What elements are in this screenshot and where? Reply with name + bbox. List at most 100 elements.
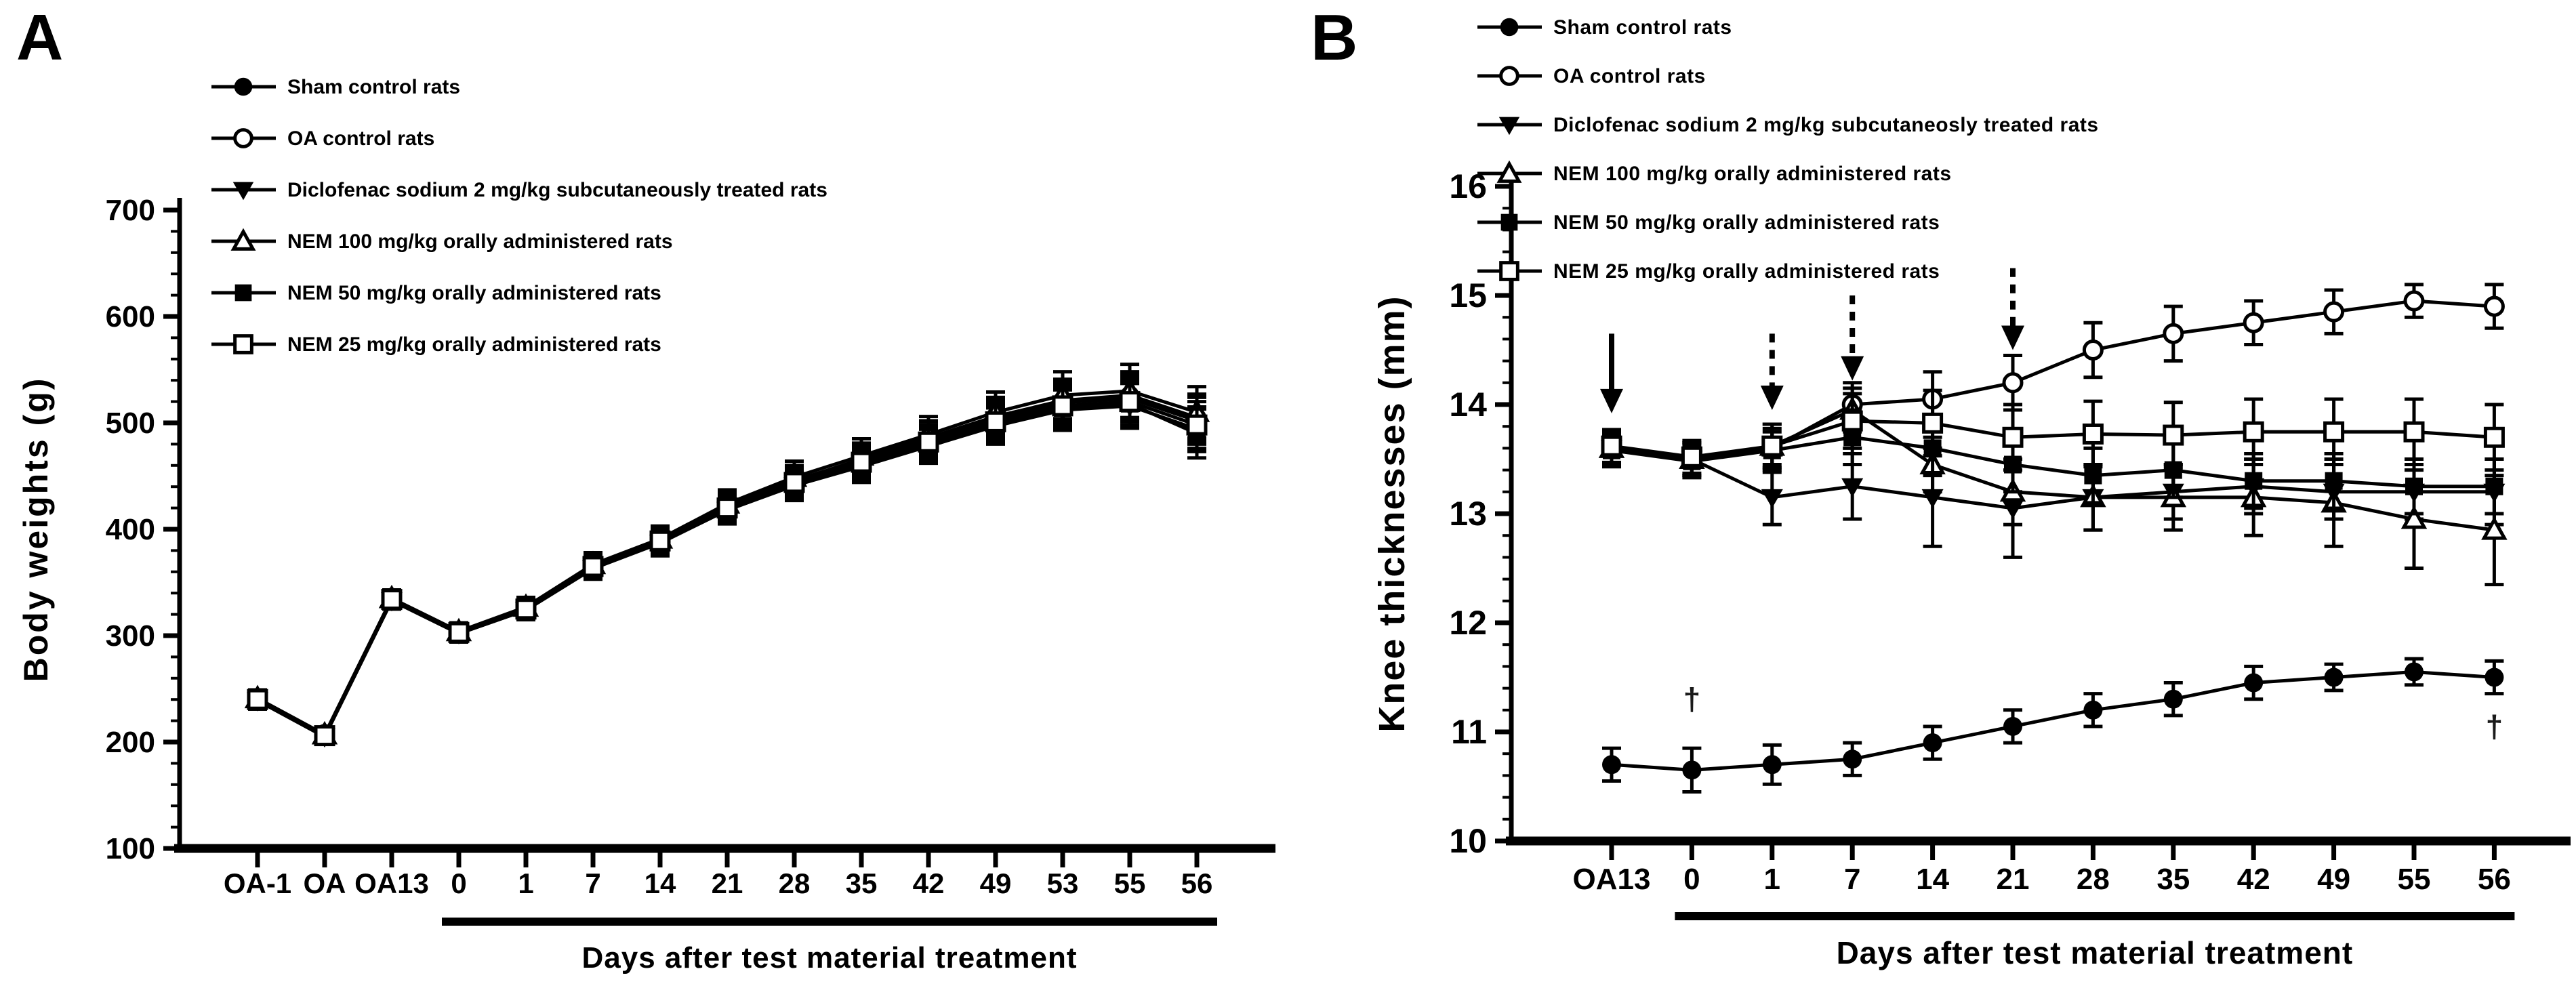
marker-open-square [1499,261,1519,281]
marker-filled-circle [2405,662,2424,682]
legend-label: NEM 25 mg/kg orally administered rats [287,333,661,356]
marker-open-square [233,334,253,354]
marker-filled-circle [1500,18,1519,37]
marker-open-square [1681,446,1702,468]
marker-open-triangle-up [2400,505,2428,529]
marker-open-circle [2323,301,2345,323]
series-sham-control-rats [1602,657,2504,794]
marker-filled-circle [1843,749,1862,769]
marker-filled-square [2485,477,2503,495]
legend-item-nem-25-mg-kg-orally-administered-rats: NEM 25 mg/kg orally administered rats [211,333,661,356]
series-line [1611,419,2495,459]
marker-open-square [247,689,268,710]
dagger-annotation: † [1683,682,1701,717]
marker-filled-circle [2244,673,2264,693]
legend-label: NEM 50 mg/kg orally administered rats [287,282,661,304]
legend-label: Diclofenac sodium 2 mg/kg subcutaneously… [287,179,827,201]
marker-open-circle [2403,290,2425,312]
marker-filled-square [2084,466,2102,485]
x-tick-label: OA13 [1573,863,1651,896]
marker-open-circle [2002,372,2024,394]
legend-item-oa-control-rats: OA control rats [1477,65,1706,87]
dagger-annotation: † [2486,709,2503,744]
series-nem-25-mg-kg-orally-administered-rats [247,376,1208,747]
y-tick-label: 15 [1449,276,1487,314]
x-tick-label: 55 [1114,867,1146,899]
marker-open-square [2323,421,2345,443]
solid-down-arrow [1600,333,1623,413]
legend-label: Sham control rats [287,76,460,98]
series-line [1611,435,2495,489]
marker-open-square [515,598,537,620]
series-line [1611,299,2495,461]
marker-filled-triangle-down [1498,117,1520,136]
marker-filled-triangle-down [1921,489,1944,508]
marker-open-square [2002,426,2024,448]
y-axis-title: Body weights (g) [17,377,55,682]
marker-filled-circle [1762,755,1782,775]
legend-item-nem-50-mg-kg-orally-administered-rats: NEM 50 mg/kg orally administered rats [211,282,661,304]
axes: 100 200 300 400 500 600 700 OA-1 OA OA13 0 1 7 14 21 28… [106,194,1275,899]
x-tick-label: 56 [1181,867,1213,899]
marker-filled-circle [2083,700,2103,720]
series-line [1611,670,2495,772]
x-tick-label: 21 [1997,863,2030,896]
legend-label: Sham control rats [1553,16,1732,39]
marker-open-square [985,411,1006,432]
marker-open-square [2163,424,2184,446]
legend-item-oa-control-rats: OA control rats [211,127,434,150]
marker-filled-circle [1602,755,1621,775]
y-tick-label: 11 [1451,713,1487,751]
y-tick-label: 10 [1449,822,1487,860]
legend-item-nem-100-mg-kg-orally-administered-rats: NEM 100 mg/kg orally administered rats [211,228,673,253]
legend-label: OA control rats [1553,65,1706,87]
legend-item-nem-25-mg-kg-orally-administered-rats: NEM 25 mg/kg orally administered rats [1477,260,1940,283]
marker-open-square [851,451,872,473]
x-tick-label: 7 [585,867,600,899]
dashed-down-arrow [1841,295,1864,381]
legend-label: OA control rats [287,127,434,150]
marker-open-square [716,497,738,519]
x-tick-label: 1 [1764,863,1780,896]
marker-filled-circle [2163,689,2183,709]
marker-open-triangle-up [1496,160,1522,183]
marker-filled-square [2245,472,2263,490]
marker-open-circle [233,128,253,148]
x-tick-label: 35 [846,867,878,899]
series-line [256,400,1198,739]
x-tick-label: 42 [913,867,945,899]
x-tick-label: OA-1 [224,867,291,899]
dashed-down-arrow [2001,268,2024,350]
marker-filled-triangle-down [1761,489,1783,508]
panel-a-label: A [16,1,64,74]
marker-open-triangle-up [2481,516,2508,540]
marker-open-square [649,530,671,552]
marker-open-square [1186,414,1208,436]
marker-open-circle [2082,340,2104,361]
series-diclofenac-sodium-2-mg-kg-subcutaneously-treated-rats [247,382,1208,748]
marker-open-square [918,431,939,453]
y-tick-label: 200 [106,726,155,759]
panel-b-label: B [1311,1,1358,74]
marker-filled-square [1500,213,1518,231]
legend-item-nem-100-mg-kg-orally-administered-rats: NEM 100 mg/kg orally administered rats [1477,160,1951,185]
marker-filled-triangle-down [232,182,254,201]
x-axis-title: Days after test material treatment [1837,935,2354,970]
marker-filled-circle [1923,733,1942,753]
x-tick-label: 0 [1683,863,1700,896]
legend-label: NEM 50 mg/kg orally administered rats [1553,211,1940,234]
x-tick-label: 0 [451,867,466,899]
marker-open-square [1761,435,1783,457]
x-tick-label: 28 [2077,863,2110,896]
legend: Sham control rats OA control rats Diclofen… [211,76,827,356]
series-line [256,402,1198,739]
marker-open-square [2082,423,2104,445]
series-nem-50-mg-kg-orally-administered-rats [248,378,1206,746]
x-tick-label: 49 [2317,863,2350,896]
x-tick-label: 14 [645,867,676,899]
y-tick-label: 13 [1449,495,1487,533]
marker-open-square [783,472,805,493]
